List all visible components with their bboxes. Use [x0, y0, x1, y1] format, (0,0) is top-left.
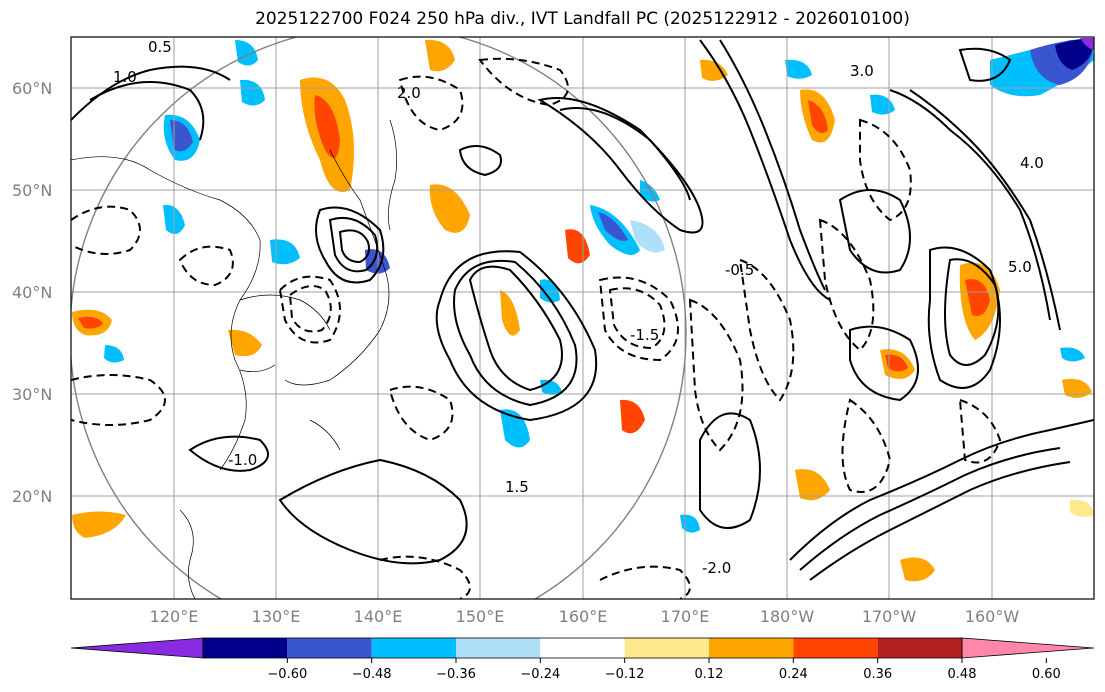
- contour-label: -1.0: [228, 451, 257, 469]
- lon-label: 140°E: [354, 607, 403, 626]
- colorbar-tick-label: −0.36: [436, 667, 476, 682]
- contour-label: 1.0: [113, 68, 137, 86]
- contour-label: 1.5: [505, 478, 529, 496]
- colorbar-swatch: [709, 638, 794, 658]
- colorbar-extend-low: [70, 637, 204, 659]
- contour-label: 0.5: [148, 38, 172, 56]
- contour-label: 2.0: [397, 84, 421, 102]
- contour-label: 5.0: [1008, 258, 1032, 276]
- coastlines: [71, 119, 397, 599]
- contour-label: -2.0: [702, 559, 731, 577]
- colorbar-tick-label: 0.48: [948, 667, 977, 682]
- plot-border: [70, 36, 1095, 600]
- lon-label: 170°W: [862, 607, 917, 626]
- negative-contours: [71, 57, 1002, 599]
- lat-label: 50°N: [12, 181, 52, 200]
- lon-label: 170°E: [661, 607, 710, 626]
- lat-label: 30°N: [12, 385, 52, 404]
- colorbar-tick-label: −0.60: [267, 667, 307, 682]
- colorbar-swatch: [793, 638, 878, 658]
- lon-label: 160°W: [965, 607, 1020, 626]
- colorbar-swatch: [371, 638, 456, 658]
- longitude-labels: 120°E 130°E 140°E 150°E 160°E 170°E 180°…: [150, 607, 1020, 626]
- lon-label: 150°E: [456, 607, 505, 626]
- colorbar-swatch: [540, 638, 625, 658]
- positive-contours: [71, 39, 1094, 581]
- colorbar-swatch: [203, 638, 288, 658]
- lon-label: 120°E: [150, 607, 199, 626]
- colorbar-tick-label: 0.60: [1032, 667, 1061, 682]
- lon-label: 160°E: [559, 607, 608, 626]
- colorbar-swatch: [456, 638, 541, 658]
- colorbar-tick-label: −0.24: [520, 667, 560, 682]
- latitude-labels: 60°N 50°N 40°N 30°N 20°N: [12, 79, 52, 506]
- contour-label: 3.0: [850, 62, 874, 80]
- contour-label: -0.5: [725, 261, 754, 279]
- colorbar-tick-label: 0.12: [695, 667, 724, 682]
- lon-label: 180°W: [760, 607, 815, 626]
- lat-label: 20°N: [12, 487, 52, 506]
- lat-label: 40°N: [12, 283, 52, 302]
- divergence-shading: [72, 38, 1094, 582]
- colorbar-swatch: [624, 638, 709, 658]
- colorbar-swatch: [877, 638, 962, 658]
- colorbar-extend-high: [961, 637, 1095, 659]
- map-title: 2025122700 F024 250 hPa div., IVT Landfa…: [255, 9, 910, 29]
- lon-label: 130°E: [252, 607, 301, 626]
- colorbar: −0.60 −0.48 −0.36 −0.24 −0.12 0.12 0.24 0.36 0.4…: [70, 637, 1095, 682]
- contour-label: -1.5: [630, 326, 659, 344]
- range-circle: [71, 37, 687, 599]
- colorbar-swatch: [287, 638, 372, 658]
- colorbar-border: [202, 637, 963, 659]
- contour-labels: 0.5 1.0 1.5 2.0 3.0 4.0 5.0 -0.5 -1.0 -1…: [113, 38, 1044, 577]
- colorbar-tick-label: 0.36: [863, 667, 892, 682]
- contour-label: 4.0: [1020, 154, 1044, 172]
- lat-label: 60°N: [12, 79, 52, 98]
- colorbar-tick-label: 0.24: [779, 667, 808, 682]
- colorbar-tick-label: −0.12: [605, 667, 645, 682]
- colorbar-tick-label: −0.48: [352, 667, 392, 682]
